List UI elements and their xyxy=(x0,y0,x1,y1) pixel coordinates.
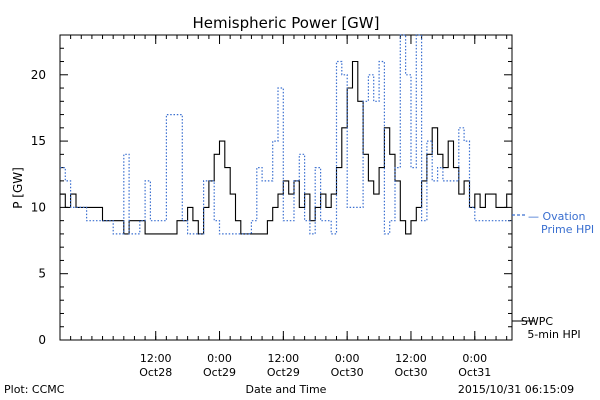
legend-swpc-line2: 5-min HPI xyxy=(527,328,580,341)
x-tick-time-label: 12:00 xyxy=(267,352,299,365)
swpc-series-line xyxy=(60,60,513,235)
x-tick-time-label: 0:00 xyxy=(207,352,232,365)
legend-ovation-line1: — Ovation xyxy=(528,210,586,223)
x-tick-time-label: 12:00 xyxy=(140,352,172,365)
y-tick-label: 10 xyxy=(31,200,46,214)
y-tick-label: 15 xyxy=(31,134,46,148)
y-axis-label: P [GW] xyxy=(11,167,25,209)
plot-source: Plot: CCMC xyxy=(4,383,65,396)
x-tick-date-label: Oct30 xyxy=(331,366,364,379)
x-tick-time-label: 12:00 xyxy=(395,352,427,365)
x-tick-date-label: Oct28 xyxy=(139,366,172,379)
plot-timestamp: 2015/10/31 06:15:09 xyxy=(458,383,574,396)
plot-area: 0510152012:00Oct280:00Oct2912:00Oct290:0… xyxy=(31,34,535,379)
legend-ovation-line2: Prime HPI xyxy=(541,223,594,236)
y-tick-label: 20 xyxy=(31,68,46,82)
x-tick-date-label: Oct31 xyxy=(458,366,491,379)
legend-swpc-line1: SWPC xyxy=(521,315,553,328)
x-tick-time-label: 0:00 xyxy=(335,352,360,365)
y-tick-label: 0 xyxy=(38,333,46,347)
chart-title: Hemispheric Power [GW] xyxy=(193,14,380,32)
x-tick-date-label: Oct29 xyxy=(267,366,300,379)
y-tick-label: 5 xyxy=(38,267,46,281)
x-axis-label: Date and Time xyxy=(246,383,327,396)
plot-frame xyxy=(59,34,513,341)
x-tick-date-label: Oct29 xyxy=(203,366,236,379)
x-tick-time-label: 0:00 xyxy=(462,352,487,365)
ovation-series-line xyxy=(60,34,512,235)
x-tick-date-label: Oct30 xyxy=(394,366,427,379)
